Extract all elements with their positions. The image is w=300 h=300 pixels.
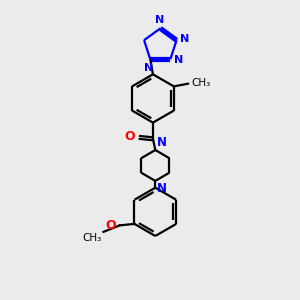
Text: CH₃: CH₃ bbox=[83, 233, 102, 243]
Text: N: N bbox=[180, 34, 189, 44]
Text: N: N bbox=[158, 182, 167, 195]
Text: N: N bbox=[158, 136, 167, 149]
Text: O: O bbox=[124, 130, 135, 143]
Text: N: N bbox=[155, 15, 164, 25]
Text: N: N bbox=[144, 63, 153, 73]
Text: O: O bbox=[106, 219, 116, 232]
Text: CH₃: CH₃ bbox=[191, 79, 210, 88]
Text: N: N bbox=[174, 56, 183, 65]
